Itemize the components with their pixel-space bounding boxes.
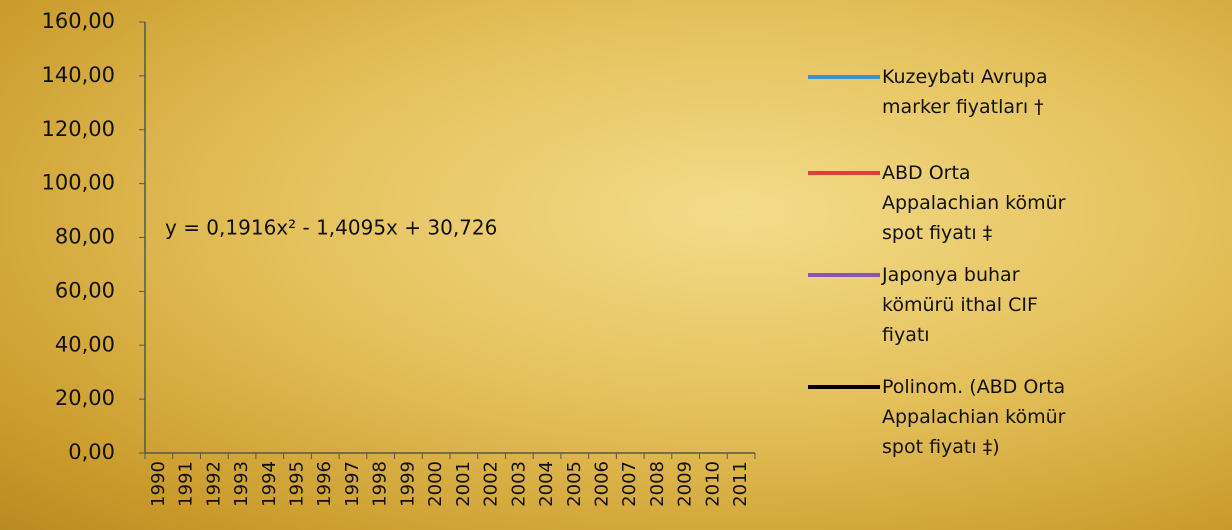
x-tick-label: 1996 (314, 461, 335, 507)
x-tick-label: 2003 (508, 461, 529, 507)
y-tick-label: 20,00 (55, 386, 115, 410)
x-tick-label: 1997 (342, 461, 363, 507)
x-tick-label: 2000 (425, 461, 446, 507)
x-tick-label: 1994 (259, 461, 280, 507)
x-tick-label: 2008 (647, 461, 668, 507)
x-tick-label: 1991 (176, 461, 197, 507)
x-tick-label: 1999 (397, 461, 418, 507)
legend-swatch (808, 75, 880, 79)
legend-swatch (808, 385, 880, 389)
x-tick-label: 2011 (730, 461, 751, 507)
y-tick-label: 100,00 (42, 171, 115, 195)
x-tick-label: 2006 (592, 461, 613, 507)
x-tick-label: 1992 (203, 461, 224, 507)
x-tick-label: 2004 (536, 461, 557, 507)
legend-label: Japonya buhar kömürü ithal CIF fiyatı (882, 264, 1038, 346)
legend-swatch (808, 273, 880, 277)
x-tick-label: 2010 (702, 461, 723, 507)
legend-label: Kuzeybatı Avrupa marker fiyatları † (882, 66, 1048, 118)
x-tick-label: 2002 (481, 461, 502, 507)
legend-swatch (808, 171, 880, 175)
x-tick-label: 1995 (287, 461, 308, 507)
y-tick-label: 60,00 (55, 278, 115, 302)
x-tick-label: 1998 (370, 461, 391, 507)
y-tick-label: 160,00 (42, 9, 115, 33)
legend-label: Polinom. (ABD Orta Appalachian kömür spo… (882, 376, 1066, 458)
y-tick-label: 0,00 (68, 440, 115, 464)
x-tick-label: 2005 (564, 461, 585, 507)
x-tick-label: 2009 (675, 461, 696, 507)
y-tick-label: 40,00 (55, 332, 115, 356)
y-tick-label: 80,00 (55, 225, 115, 249)
legend-label: ABD Orta Appalachian kömür spot fiyatı ‡ (882, 162, 1066, 244)
y-tick-label: 140,00 (42, 63, 115, 87)
x-tick-label: 2001 (453, 461, 474, 507)
x-tick-label: 1993 (231, 461, 252, 507)
annotation: y = 0,1916x² - 1,4095x + 30,726 (165, 216, 497, 240)
x-tick-label: 2007 (619, 461, 640, 507)
x-tick-label: 1990 (148, 461, 169, 507)
y-tick-label: 120,00 (42, 117, 115, 141)
